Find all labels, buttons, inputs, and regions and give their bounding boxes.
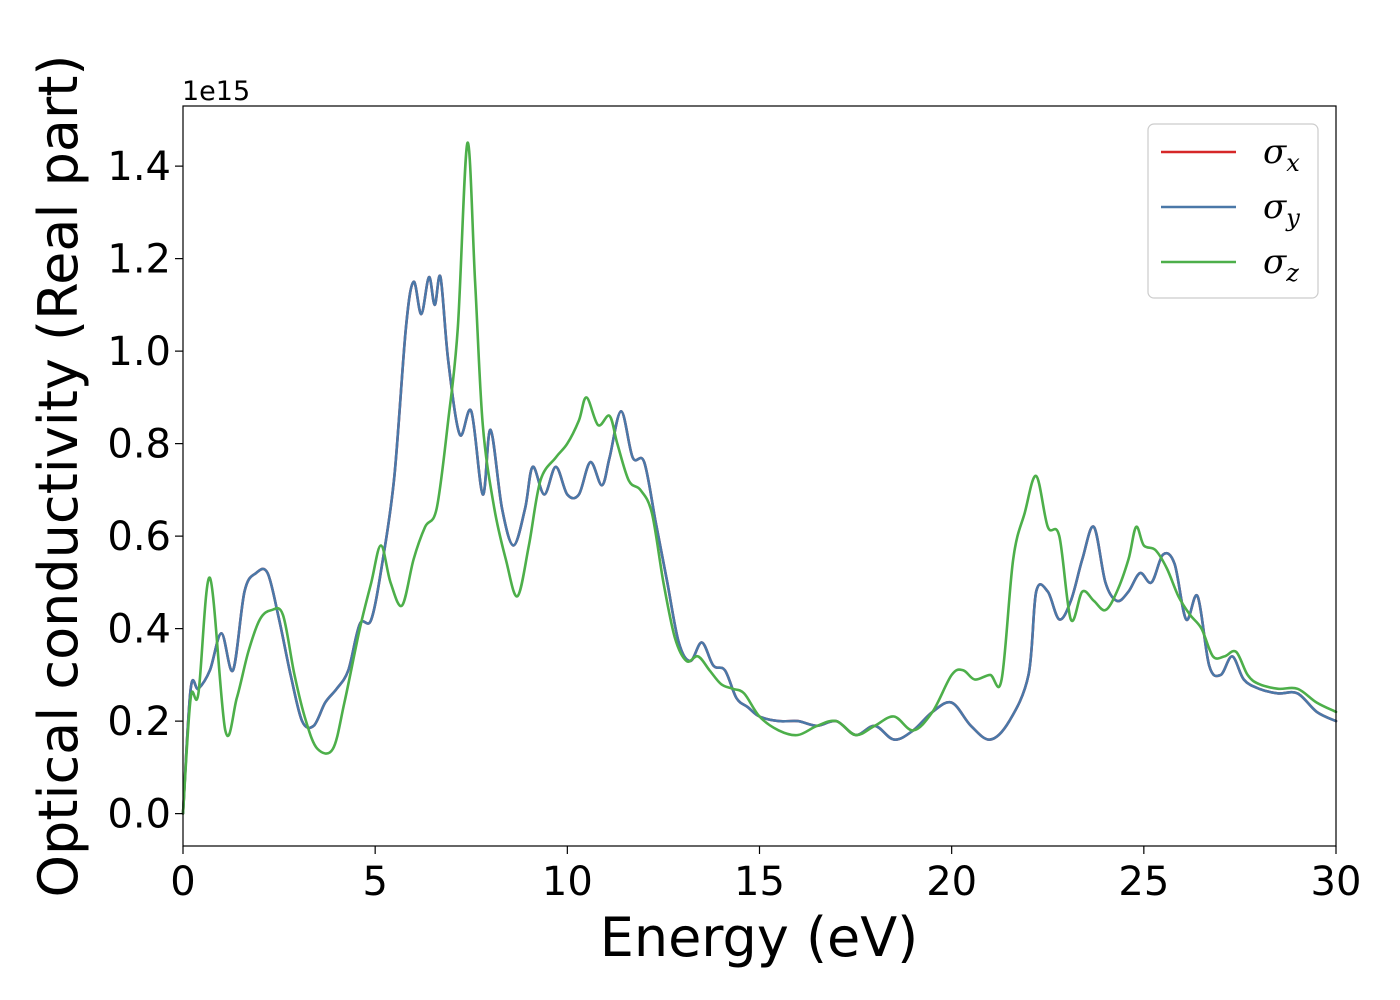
x-axis-ticks: 0 5 10 15 20 25 30 [170,846,1361,905]
legend-symbol: σ [1263,242,1287,282]
x-tick-label: 30 [1311,859,1362,905]
series-layer [181,141,1338,815]
legend-label-y: σy [1263,187,1300,232]
legend-subscript: y [1285,204,1300,232]
legend-symbol: σ [1263,132,1287,172]
legend-subscript: x [1286,149,1300,177]
legend-label-x: σx [1263,132,1300,177]
x-tick-label: 15 [734,859,785,905]
x-tick-label: 10 [542,859,593,905]
y-tick-label: 1.0 [107,329,171,375]
x-tick-label: 5 [362,859,387,905]
series-line-z [181,141,1338,815]
legend-symbol: σ [1263,187,1287,227]
series-line-y [181,274,1338,815]
y-axis-title: Optical conductivity (Real part) [27,55,90,898]
y-offset-label: 1e15 [182,76,250,107]
y-tick-label: 0.2 [107,699,171,745]
x-axis-title: Energy (eV) [600,906,919,969]
y-tick-label: 0.8 [107,422,171,468]
legend-subscript: z [1285,259,1299,287]
y-tick-label: 0.0 [107,792,171,838]
y-tick-label: 0.6 [107,514,171,560]
y-tick-label: 1.2 [107,237,171,283]
x-tick-label: 0 [170,859,195,905]
legend-label-z: σz [1263,242,1299,287]
y-axis-ticks: 0.0 0.2 0.4 0.6 0.8 1.0 1.2 1.4 [107,144,183,838]
y-tick-label: 0.4 [107,607,171,653]
x-tick-label: 25 [1118,859,1169,905]
y-tick-label: 1.4 [107,144,171,190]
legend-frame [1147,123,1319,299]
x-tick-label: 20 [926,859,977,905]
plot-background [183,106,1336,846]
